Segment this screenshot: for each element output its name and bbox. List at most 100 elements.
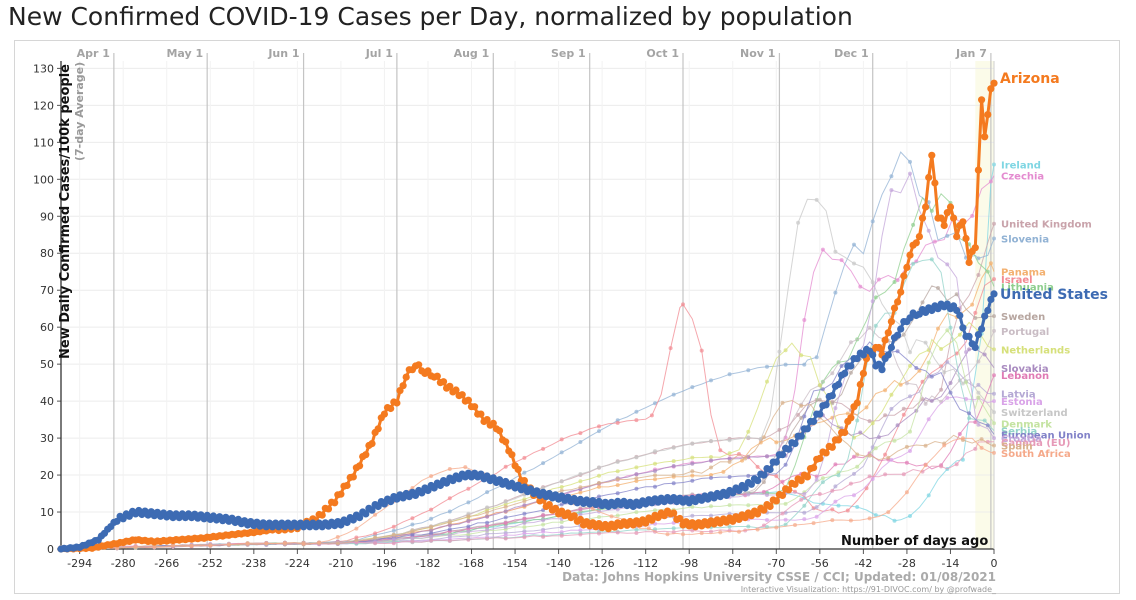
highlight-point [965,258,973,267]
series-label[interactable]: Switzerland [1001,408,1068,419]
series-point [709,455,713,459]
series-point [945,360,950,364]
series-point [447,523,452,528]
highlight-point [343,481,351,490]
series-point [690,473,695,478]
series-label[interactable]: Panama [1001,268,1046,279]
series-point [410,539,415,544]
series-point [264,541,269,546]
highlight-point [754,477,762,485]
series-point [904,381,909,386]
series-label[interactable]: Netherlands [1001,345,1070,356]
series-label[interactable]: United Kingdom [1001,220,1092,231]
series-point [746,492,751,497]
highlight-point [676,514,684,523]
series-point [992,436,996,441]
highlight-label[interactable]: United States [1000,287,1108,303]
series-line-israel[interactable] [60,278,995,549]
series-point [391,524,396,529]
series-point [817,383,822,388]
x-tick-label: -98 [680,557,698,570]
series-point [802,362,807,367]
highlight-label[interactable]: Arizona [1000,71,1060,87]
highlight-point [990,290,998,298]
series-label[interactable]: Slovenia [1001,234,1049,245]
series-point [634,472,639,477]
series-point [886,510,891,515]
series-point [954,292,959,297]
highlight-point [458,391,466,399]
series-point [992,236,996,241]
series-label[interactable]: Slovakia [1001,364,1049,375]
series-point [908,394,912,399]
series-label[interactable]: Denmark [1001,419,1052,430]
series-point [992,410,996,415]
series-point [976,256,981,261]
series-point [727,451,732,456]
series-point [503,464,508,469]
series-point [992,421,996,426]
highlight-point [791,480,799,488]
series-label[interactable]: European Union [1001,430,1091,441]
highlight-point [368,506,376,514]
highlight-point [950,214,958,222]
series-point [892,280,897,284]
series-point [985,423,990,428]
series-point [503,521,508,525]
month-label: Oct 1 [646,47,679,60]
highlight-line-united-states[interactable] [60,293,996,551]
series-point [855,418,860,423]
series-label[interactable]: Serbia [1001,427,1037,438]
series-label[interactable]: Sweden [1001,312,1045,323]
highlight-point [984,306,992,315]
highlight-point [847,362,855,370]
series-point [942,370,947,375]
highlight-point [803,473,812,481]
series-point [653,449,657,454]
series-label[interactable]: Lithuania [1001,283,1054,294]
series-label[interactable]: Lebanon [1001,371,1049,382]
series-label[interactable]: Portugal [1001,327,1049,338]
series-point [690,461,695,466]
series-label[interactable]: Croatia [1001,434,1042,445]
series-label[interactable]: Latvia [1001,390,1036,401]
series-point [765,364,769,369]
series-label[interactable]: Canada (EU) [1001,438,1070,449]
series-point [992,314,996,319]
series-point [699,348,704,353]
highlight-point [897,325,905,333]
highlight-point [946,203,955,211]
highlight-point [922,203,930,211]
series-point [802,517,807,522]
series-point [755,464,760,469]
highlight-point [318,511,326,519]
series-point [967,416,972,421]
series-point [559,502,564,507]
series-point [671,392,676,397]
series-label[interactable]: Israel [1001,275,1033,286]
highlight-point [797,432,805,440]
series-point [503,504,508,509]
series-point [923,463,928,468]
series-label[interactable]: South Africa [1001,449,1071,460]
series-label[interactable]: Ireland [1001,161,1041,172]
chart-canvas: Apr 1 May 1 Jun 1 Jul 1 Aug 1 Sep 1 Oct 1 Nov 1… [33,47,1108,594]
highlight-point [978,325,986,333]
series-point [391,537,396,542]
y-axis-note: (7-day Average) [73,62,86,161]
series-point [578,512,583,517]
series-label[interactable]: Estonia [1001,397,1043,408]
x-tick-label: -224 [285,557,310,570]
highlight-point [822,401,830,409]
series-label[interactable]: Spain [1001,441,1033,452]
series-point [429,534,434,539]
series-point [765,454,769,459]
series-point [671,473,676,478]
series-point [848,518,853,523]
series-label[interactable]: Czechia [1001,172,1044,183]
series-point [653,484,657,489]
series-point [936,326,940,331]
series-point [727,475,732,479]
highlight-point [551,504,560,512]
series-point [988,261,993,266]
